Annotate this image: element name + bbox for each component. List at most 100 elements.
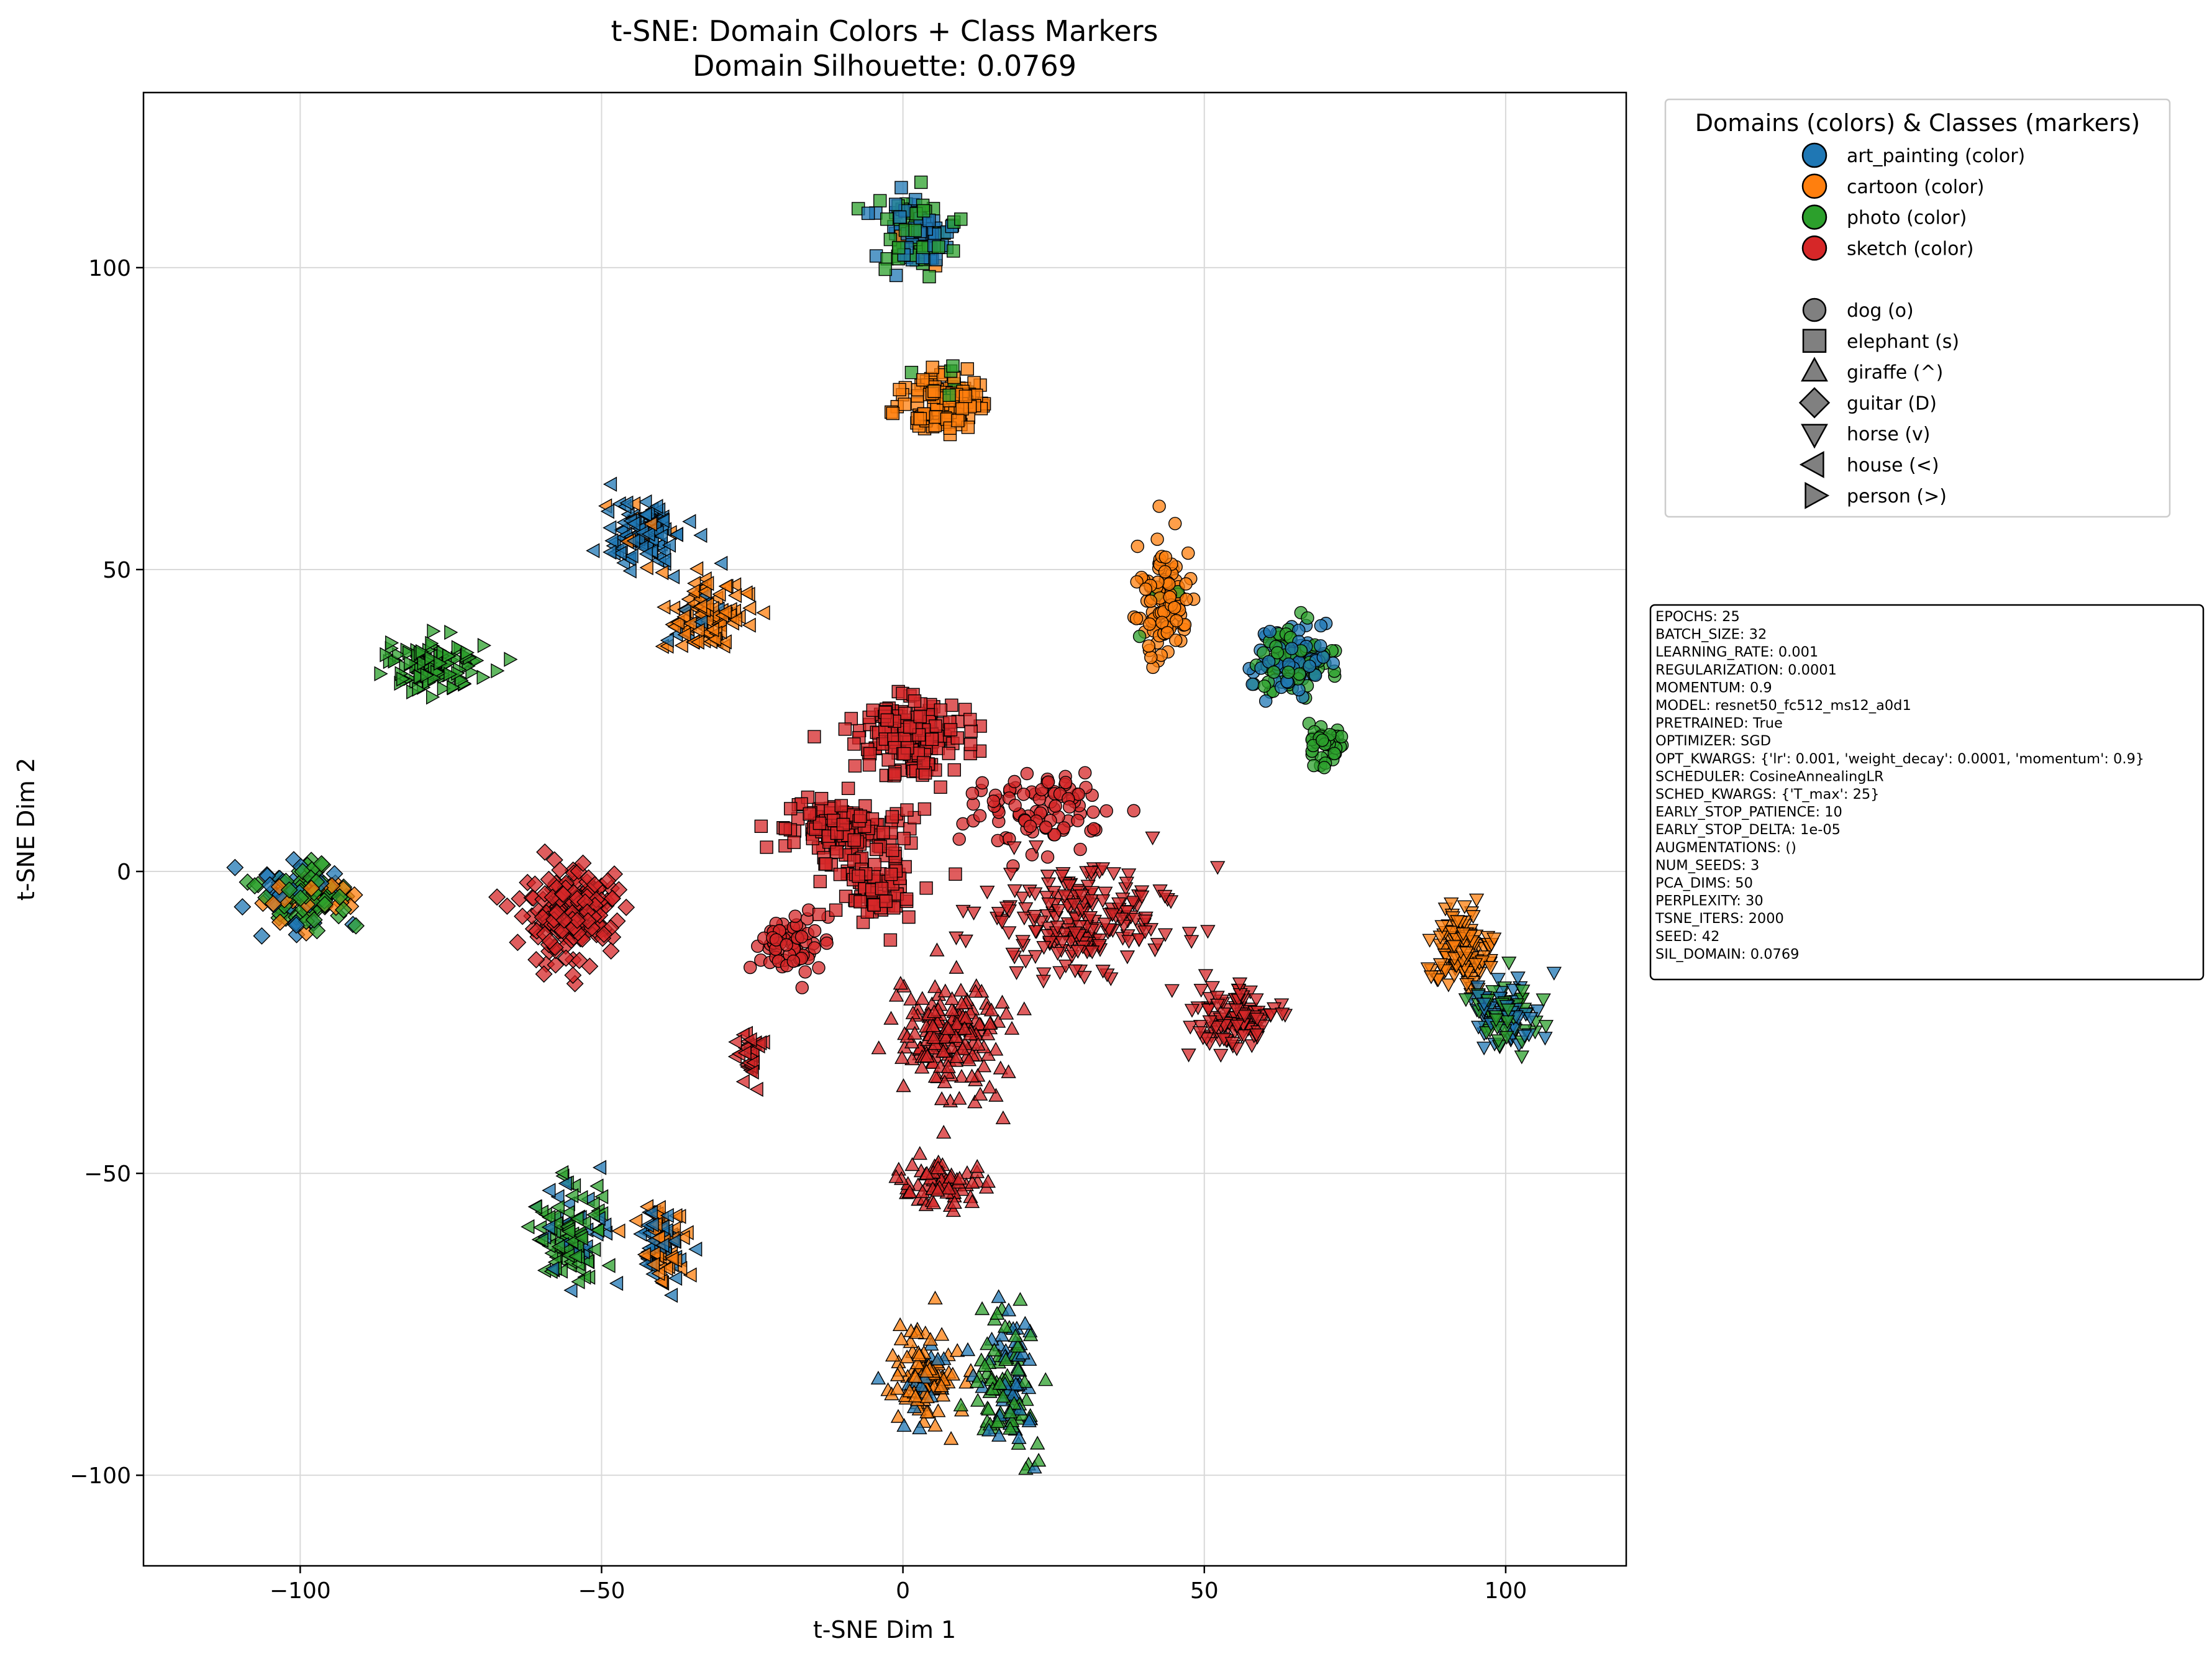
data-point — [604, 533, 619, 548]
data-point — [444, 624, 458, 640]
data-point — [947, 763, 962, 777]
data-point — [1162, 577, 1176, 591]
data-point — [783, 802, 798, 816]
data-point — [892, 1317, 908, 1332]
data-point — [521, 1219, 535, 1235]
data-point — [603, 476, 617, 492]
data-point — [1263, 625, 1277, 639]
data-point — [253, 927, 271, 945]
legend-class-label: dog (o) — [1847, 300, 1914, 322]
data-point — [1316, 650, 1331, 664]
data-point — [638, 507, 652, 522]
data-point — [964, 724, 978, 738]
data-point — [812, 907, 826, 922]
data-point — [527, 951, 545, 969]
data-point — [1450, 915, 1465, 929]
data-point — [875, 881, 889, 896]
data-point — [514, 907, 532, 925]
data-point — [1501, 957, 1517, 971]
data-point — [922, 1332, 938, 1346]
data-point — [551, 1239, 565, 1255]
data-point — [922, 270, 936, 284]
config-line: REGULARIZATION: 0.0001 — [1655, 662, 1837, 678]
data-point — [1144, 594, 1157, 608]
data-point — [602, 942, 620, 960]
data-point — [869, 842, 883, 857]
data-point — [548, 1216, 563, 1232]
data-point — [1459, 978, 1475, 993]
data-point — [876, 825, 890, 840]
data-point — [718, 578, 732, 594]
data-point — [885, 810, 899, 824]
data-point — [819, 857, 833, 871]
data-point — [574, 1190, 588, 1206]
data-point — [1497, 1024, 1513, 1039]
data-point — [788, 909, 802, 923]
data-point — [714, 555, 728, 571]
data-point — [973, 809, 987, 823]
data-point — [967, 376, 981, 389]
config-line: BATCH_SIZE: 32 — [1655, 627, 1767, 643]
data-point — [890, 1381, 906, 1395]
data-point — [1020, 766, 1034, 781]
data-point — [1293, 667, 1306, 681]
data-point — [663, 1288, 678, 1303]
data-point — [808, 730, 821, 743]
data-point — [873, 194, 887, 207]
data-point — [1073, 842, 1087, 857]
data-point — [1510, 971, 1526, 986]
data-point — [554, 885, 572, 903]
data-point — [994, 1327, 1009, 1342]
data-point — [690, 634, 704, 650]
config-line: SIL_DOMAIN: 0.0769 — [1655, 946, 1799, 962]
data-point — [1432, 958, 1449, 972]
data-point — [647, 1245, 661, 1261]
data-point — [1038, 1372, 1054, 1386]
data-point — [1446, 940, 1462, 954]
data-point — [847, 833, 861, 847]
data-point — [657, 552, 671, 568]
config-line: OPT_KWARGS: {'lr': 0.001, 'weight_decay'… — [1655, 751, 2144, 767]
data-point — [619, 495, 634, 511]
data-point — [945, 1366, 960, 1381]
data-point — [883, 933, 898, 947]
data-point — [898, 398, 911, 411]
data-point — [896, 1417, 912, 1432]
data-point — [794, 930, 809, 944]
data-point — [700, 597, 714, 612]
data-point — [944, 723, 958, 737]
data-point — [385, 635, 399, 651]
data-point — [1468, 893, 1485, 907]
data-point — [403, 645, 417, 661]
data-point — [853, 809, 868, 824]
data-point — [427, 624, 441, 639]
data-point — [867, 898, 881, 912]
data-point — [890, 1409, 906, 1423]
data-point — [536, 843, 554, 861]
data-point — [442, 648, 457, 664]
legend-class-marker — [1802, 329, 1827, 353]
data-point — [624, 548, 639, 564]
data-point — [592, 1160, 607, 1175]
data-point — [555, 1165, 569, 1181]
data-point — [727, 588, 742, 603]
data-point — [1058, 776, 1073, 789]
data-point — [1455, 927, 1471, 942]
data-point — [780, 938, 793, 952]
data-point — [744, 960, 757, 975]
data-point — [1478, 1026, 1495, 1040]
config-line: MODEL: resnet50_fc512_ms12_a0d1 — [1655, 698, 1911, 714]
data-point — [1467, 958, 1483, 972]
data-point — [1008, 775, 1021, 789]
data-point — [1041, 775, 1055, 789]
legend-domain-label: sketch (color) — [1847, 238, 1973, 260]
legend-class-marker — [1802, 298, 1827, 322]
data-point — [444, 666, 458, 682]
data-point — [852, 869, 865, 883]
data-point — [330, 888, 348, 906]
data-point — [534, 908, 552, 926]
data-point — [917, 204, 931, 218]
data-point — [634, 539, 649, 555]
data-point — [570, 952, 588, 970]
data-point — [934, 703, 948, 717]
